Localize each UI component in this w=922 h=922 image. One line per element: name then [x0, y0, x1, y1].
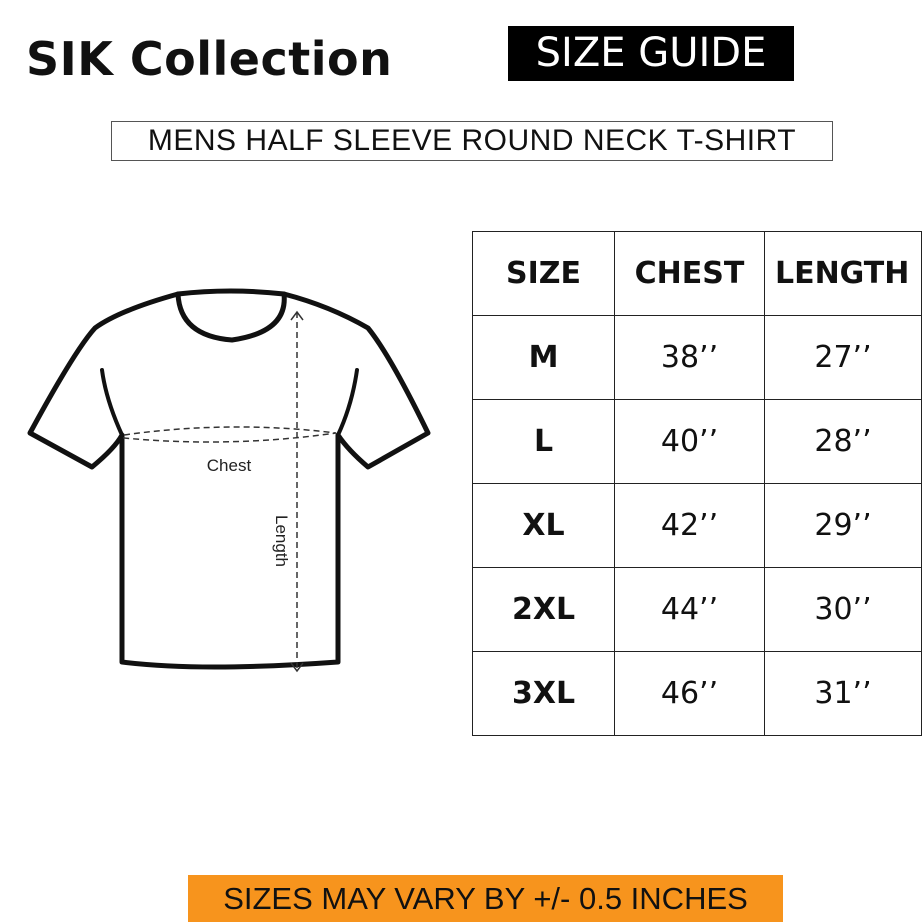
table-row: M 38’’ 27’’ — [471, 315, 922, 400]
size-cell: XL — [471, 483, 616, 568]
tshirt-outline — [27, 291, 431, 670]
chest-label: Chest — [207, 456, 252, 475]
chest-measure-line — [123, 426, 337, 443]
header-size: SIZE — [471, 231, 616, 316]
table-row: XL 42’’ 29’’ — [471, 483, 922, 568]
length-cell: 27’’ — [763, 315, 922, 400]
chest-cell: 46’’ — [614, 651, 765, 736]
size-guide-label: SIZE GUIDE — [508, 26, 794, 81]
size-table: SIZE CHEST LENGTH M 38’’ 27’’ L 40’’ 28’… — [471, 231, 922, 736]
chest-cell: 44’’ — [614, 567, 765, 652]
length-cell: 31’’ — [763, 651, 922, 736]
size-cell: 2XL — [471, 567, 616, 652]
length-label: Length — [272, 515, 291, 567]
tshirt-diagram: Chest Length — [27, 288, 431, 673]
size-cell: L — [471, 399, 616, 484]
length-cell: 29’’ — [763, 483, 922, 568]
product-subtitle: MENS HALF SLEEVE ROUND NECK T-SHIRT — [111, 121, 833, 161]
table-row: 2XL 44’’ 30’’ — [471, 567, 922, 652]
table-row: L 40’’ 28’’ — [471, 399, 922, 484]
brand-title: SIK Collection — [26, 32, 393, 86]
size-cell: M — [471, 315, 616, 400]
tshirt-collar — [175, 288, 287, 343]
chest-cell: 42’’ — [614, 483, 765, 568]
arrow-down-icon — [290, 662, 304, 673]
length-cell: 28’’ — [763, 399, 922, 484]
arrow-up-icon — [290, 310, 304, 321]
table-row: 3XL 46’’ 31’’ — [471, 651, 922, 736]
size-cell: 3XL — [471, 651, 616, 736]
size-variance-note: SIZES MAY VARY BY +/- 0.5 INCHES — [188, 875, 783, 922]
table-header-row: SIZE CHEST LENGTH — [471, 231, 922, 316]
header-length: LENGTH — [763, 231, 922, 316]
chest-cell: 38’’ — [614, 315, 765, 400]
chest-cell: 40’’ — [614, 399, 765, 484]
length-cell: 30’’ — [763, 567, 922, 652]
header-chest: CHEST — [614, 231, 765, 316]
